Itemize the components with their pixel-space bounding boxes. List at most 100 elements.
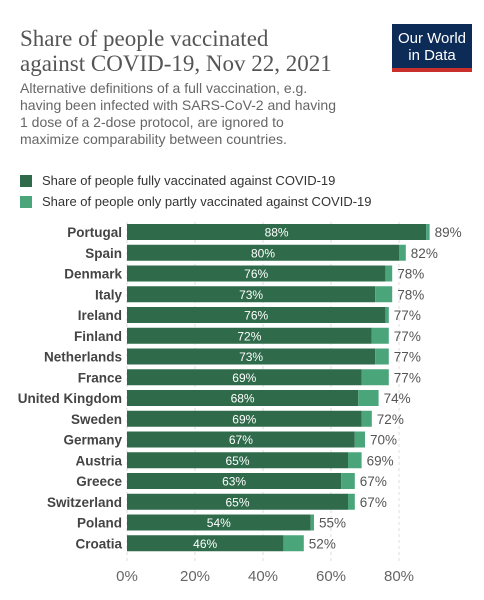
bar-partly-vaccinated [426,224,430,240]
legend-item-fully[interactable]: Share of people fully vaccinated against… [20,170,372,191]
bar-partly-vaccinated [341,473,355,489]
bar-partly-vaccinated [354,431,365,448]
legend: Share of people fully vaccinated against… [20,170,372,212]
legend-item-partly[interactable]: Share of people only partly vaccinated a… [20,191,372,212]
total-value-label: 55% [319,516,346,531]
category-label: Switzerland [47,495,122,510]
logo-line-1: Our World [397,30,467,47]
category-label: Greece [76,474,122,489]
total-value-label: 67% [360,495,387,510]
total-value-label: 77% [394,370,421,385]
x-tick-label: 20% [180,568,210,585]
bar-value-label: 65% [225,495,249,509]
subtitle-line: 1 dose of a 2-dose protocol, are ignored… [20,114,284,130]
category-label: Netherlands [44,350,122,365]
x-tick-label: 0% [116,568,138,585]
bar-value-label: 63% [222,475,246,489]
owid-logo[interactable]: Our World in Data [392,24,472,72]
subtitle-line: Alternative definitions of a full vaccin… [20,80,308,96]
category-label: Sweden [71,412,122,427]
bar-partly-vaccinated [385,265,393,282]
bar-value-label: 54% [207,516,231,530]
bar-fully-vaccinated [127,493,348,510]
legend-swatch-partly [20,195,32,208]
category-label: Portugal [67,225,122,240]
bar-value-label: 69% [232,371,256,385]
category-label: Italy [95,287,123,302]
bar-fully-vaccinated [127,452,348,469]
chart-subtitle: Alternative definitions of a full vaccin… [20,80,400,148]
category-label: Spain [85,246,122,261]
total-value-label: 77% [394,329,421,344]
bar-value-label: 65% [225,454,249,468]
bar-fully-vaccinated [127,514,311,531]
category-label: Austria [75,453,122,468]
legend-label-partly: Share of people only partly vaccinated a… [42,194,372,209]
category-label: Croatia [75,536,122,551]
bar-value-label: 76% [244,267,268,281]
bar-fully-vaccinated [127,265,386,282]
logo-accent-bar [392,68,472,72]
bar-value-label: 67% [229,433,253,447]
chart-title: Share of people vaccinated against COVID… [20,26,380,76]
bar-value-label: 72% [237,329,261,343]
bar-partly-vaccinated [310,514,314,531]
total-value-label: 70% [370,433,397,448]
total-value-label: 78% [397,267,424,282]
title-line-2: against COVID-19, Nov 22, 2021 [20,51,332,76]
logo-line-2: in Data [408,47,456,64]
bar-fully-vaccinated [127,327,372,344]
category-label: Denmark [64,267,122,282]
x-tick-label: 40% [248,568,278,585]
subtitle-line: having been infected with SARS-CoV-2 and… [20,97,336,113]
total-value-label: 69% [367,453,394,468]
bar-partly-vaccinated [375,348,389,365]
total-value-label: 74% [384,391,411,406]
category-label: France [78,370,123,385]
total-value-label: 72% [377,412,404,427]
bar-partly-vaccinated [361,369,389,386]
total-value-label: 82% [411,246,438,261]
category-label: Poland [77,516,122,531]
bar-partly-vaccinated [348,493,355,510]
total-value-label: 67% [360,474,387,489]
x-tick-label: 80% [384,568,414,585]
bar-partly-vaccinated [375,286,393,303]
subtitle-line: maximize comparability between countries… [20,131,287,147]
bar-value-label: 73% [239,288,263,302]
bar-fully-vaccinated [127,224,427,240]
bar-fully-vaccinated [127,244,399,261]
total-value-label: 77% [394,350,421,365]
title-line-1: Share of people vaccinated [20,26,269,51]
bar-fully-vaccinated [127,410,362,427]
bar-value-label: 76% [244,309,268,323]
category-label: United Kingdom [18,391,122,406]
bar-fully-vaccinated [127,473,342,489]
legend-swatch-fully [20,174,32,187]
bar-fully-vaccinated [127,286,376,303]
bar-fully-vaccinated [127,535,284,552]
bar-partly-vaccinated [348,452,362,469]
total-value-label: 52% [309,536,336,551]
category-label: Ireland [78,308,122,323]
legend-label-fully: Share of people fully vaccinated against… [42,173,336,188]
bar-fully-vaccinated [127,390,359,406]
bar-partly-vaccinated [385,307,389,323]
total-value-label: 89% [435,225,462,240]
bar-fully-vaccinated [127,348,376,365]
bar-value-label: 68% [231,392,255,406]
bar-partly-vaccinated [361,410,372,427]
total-value-label: 78% [397,287,424,302]
bar-fully-vaccinated [127,431,355,448]
bar-value-label: 88% [265,226,289,240]
category-label: Finland [74,329,122,344]
bar-partly-vaccinated [399,244,406,261]
bar-fully-vaccinated [127,307,386,323]
bar-fully-vaccinated [127,369,362,386]
bar-value-label: 46% [193,537,217,551]
bar-value-label: 73% [239,350,263,364]
bar-value-label: 80% [251,246,275,260]
x-tick-label: 60% [316,568,346,585]
total-value-label: 77% [394,308,421,323]
